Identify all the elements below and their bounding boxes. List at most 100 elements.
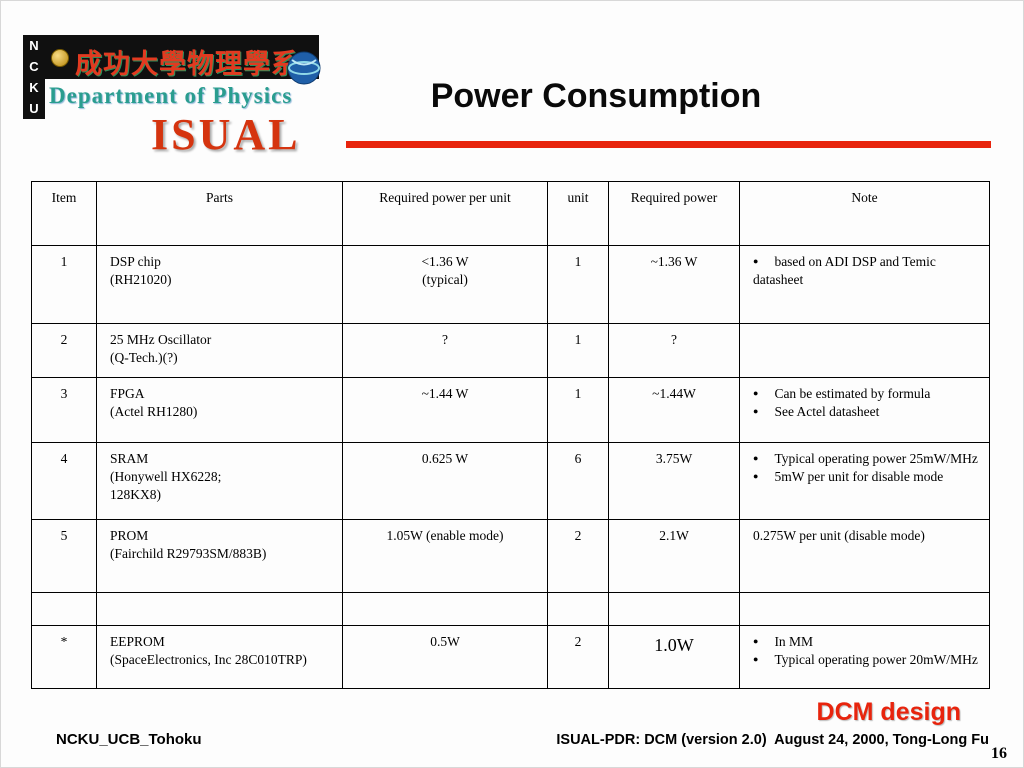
bullet-icon: ●: [753, 471, 759, 482]
cell-parts: DSP chip (RH21020): [96, 245, 343, 324]
cell-parts: 25 MHz Oscillator (Q-Tech.)(?): [96, 323, 343, 378]
cell-required-power: ~1.44W: [608, 377, 740, 443]
title-underline: [346, 141, 991, 148]
ncku-physics-logo: N C K U 成功大學物理學系 Department of Physics I…: [23, 35, 323, 163]
footer-institutions: NCKU_UCB_Tohoku: [56, 731, 202, 748]
cell-required-power: [608, 592, 740, 626]
cell-power-per-unit: 1.05W (enable mode): [342, 519, 548, 593]
cell-note: ● Typical operating power 25mW/MHz ● 5mW p…: [739, 442, 990, 520]
parts-line: (Q-Tech.)(?): [110, 350, 178, 366]
parts-line: DSP chip: [110, 254, 161, 269]
isual-logo-text: ISUAL: [151, 110, 301, 159]
ncku-letter: N: [29, 38, 39, 53]
cell-parts: [96, 592, 343, 626]
cell-item: 1: [31, 245, 97, 324]
bullet-icon: ●: [753, 636, 759, 646]
table-row: * EEPROM (SpaceElectronics, Inc 28C010TR…: [31, 625, 990, 689]
cell-unit: 1: [547, 245, 609, 324]
cell-unit: [547, 592, 609, 626]
cell-unit: 6: [547, 442, 609, 520]
table-row: 3 FPGA (Actel RH1280) ~1.44 W 1 ~1.44W ●…: [31, 377, 990, 443]
table-row: 1 DSP chip (RH21020) <1.36 W (typical) 1…: [31, 245, 990, 324]
note-line: ● In MM: [753, 633, 981, 651]
ncku-letter: U: [29, 101, 39, 116]
note-line: ● Typical operating power 20mW/MHz: [753, 651, 981, 669]
bullet-icon: ●: [753, 654, 759, 665]
note-line: ● Can be estimated by formula: [753, 385, 981, 403]
ncku-vertical-letters: N C K U: [23, 35, 45, 119]
table-row-empty: [31, 592, 990, 626]
cell-note: [739, 323, 990, 378]
cell-item: 2: [31, 323, 97, 378]
cell-note: [739, 592, 990, 626]
parts-line: (Actel RH1280): [110, 404, 198, 420]
dcm-design-label: DCM design: [816, 698, 961, 726]
bullet-icon: ●: [753, 453, 759, 463]
slide-title: Power Consumption: [430, 77, 762, 115]
cell-unit: 1: [547, 377, 609, 443]
parts-line: FPGA: [110, 386, 145, 401]
department-name: Department of Physics: [49, 83, 293, 108]
header-note: Note: [739, 181, 990, 246]
table-row: 4 SRAM (Honywell HX6228; 128KX8) 0.625 W…: [31, 442, 990, 520]
parts-line: (SpaceElectronics, Inc 28C010TRP): [110, 652, 307, 668]
cell-power-per-unit: ~1.44 W: [342, 377, 548, 443]
cell-required-power: ?: [608, 323, 740, 378]
header-parts: Parts: [96, 181, 343, 246]
table-row: 2 25 MHz Oscillator (Q-Tech.)(?) ? 1 ?: [31, 323, 990, 378]
cell-power-per-unit: 0.625 W: [342, 442, 548, 520]
seal-icon: [51, 49, 69, 67]
note-line: ● See Actel datasheet: [753, 403, 981, 421]
ppu-line: 1.05W (enable mode): [386, 528, 504, 543]
note-line: ● 5mW per unit for disable mode: [753, 468, 981, 486]
parts-line: SRAM: [110, 451, 149, 466]
parts-line: (Honywell HX6228;: [110, 469, 222, 485]
footer-credit: ISUAL-PDR: DCM (version 2.0) August 24, …: [556, 732, 989, 748]
cell-power-per-unit: ?: [342, 323, 548, 378]
cell-required-power: ~1.36 W: [608, 245, 740, 324]
header-item: Item: [31, 181, 97, 246]
table-row: 5 PROM (Fairchild R29793SM/883B) 1.05W (…: [31, 519, 990, 593]
logo-band: [23, 35, 319, 79]
ppu-line: <1.36 W: [421, 254, 469, 269]
note-text: based on ADI DSP and Temic datasheet: [753, 254, 936, 288]
cell-note: ● based on ADI DSP and Temic datasheet: [739, 245, 990, 324]
page-number: 16: [991, 745, 1007, 762]
cell-note: 0.275W per unit (disable mode): [739, 519, 990, 593]
cell-required-power: 3.75W: [608, 442, 740, 520]
ppu-line: 0.625 W: [421, 451, 469, 466]
note-text: In MM: [774, 634, 814, 649]
cell-item: 5: [31, 519, 97, 593]
cell-item: *: [31, 625, 97, 689]
parts-line: (Fairchild R29793SM/883B): [110, 546, 267, 562]
chinese-department-title: 成功大學物理學系: [75, 49, 299, 79]
bullet-icon: ●: [753, 256, 759, 266]
cell-parts: FPGA (Actel RH1280): [96, 377, 343, 443]
cell-note: ● In MM ● Typical operating power 20mW/MHz: [739, 625, 990, 689]
ncku-letter: C: [29, 59, 39, 74]
note-text: Typical operating power 20mW/MHz: [774, 652, 978, 668]
note-text: 0.275W per unit (disable mode): [753, 528, 925, 543]
note-text: Typical operating power 25mW/MHz: [774, 451, 978, 466]
ppu-line: (typical): [422, 272, 468, 288]
ppu-line: 0.5W: [430, 634, 460, 649]
note-text: Can be estimated by formula: [774, 386, 931, 401]
bullet-icon: ●: [753, 388, 759, 398]
header-unit: unit: [547, 181, 609, 246]
power-consumption-table: Item Parts Required power per unit unit …: [31, 181, 990, 689]
globe-icon: [287, 51, 321, 85]
cell-unit: 2: [547, 625, 609, 689]
cell-note: ● Can be estimated by formula ● See Actel …: [739, 377, 990, 443]
parts-line: EEPROM: [110, 634, 165, 649]
note-text: See Actel datasheet: [774, 404, 880, 420]
parts-line: 25 MHz Oscillator: [110, 332, 212, 347]
parts-line: 128KX8): [110, 487, 161, 503]
cell-item: 4: [31, 442, 97, 520]
cell-parts: PROM (Fairchild R29793SM/883B): [96, 519, 343, 593]
note-text: 5mW per unit for disable mode: [774, 469, 944, 485]
cell-item: [31, 592, 97, 626]
cell-required-power: 1.0W: [608, 625, 740, 689]
cell-item: 3: [31, 377, 97, 443]
cell-power-per-unit: [342, 592, 548, 626]
cell-parts: SRAM (Honywell HX6228; 128KX8): [96, 442, 343, 520]
